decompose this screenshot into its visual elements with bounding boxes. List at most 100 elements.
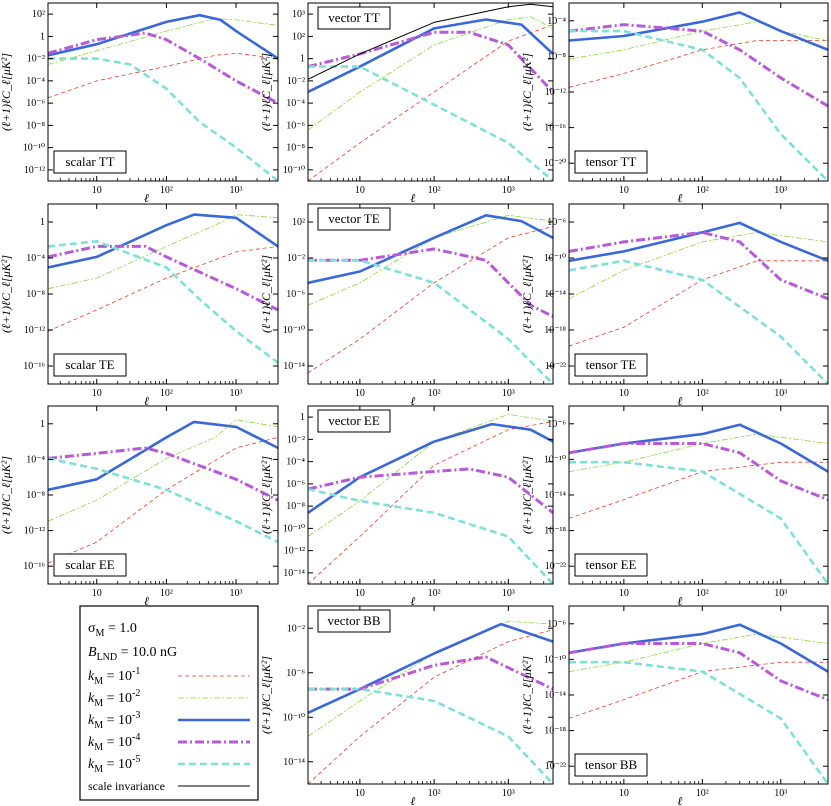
series-group — [308, 621, 553, 784]
series-group — [569, 221, 828, 384]
y-axis-label: (ℓ+1)ℓC_ℓ[μK²] — [259, 656, 273, 734]
panel-vector-te: 10 10² 10³ ℓ 10² 10⁻² 10⁻⁶ 10⁻¹⁰ 10⁻¹⁴ (ℓ+1)ℓC_ℓ[… — [259, 203, 554, 408]
legend-entry-label: kM = 10-2 — [88, 688, 140, 709]
series-line-k1 — [569, 661, 828, 719]
panel-vector-ee: 10 10² 10³ ℓ 1 10⁻² 10⁻⁴ 10⁻⁶ 10⁻⁸ 10⁻¹⁰ 10⁻¹² 10⁻¹… — [259, 405, 554, 608]
series-line-k3 — [569, 221, 828, 263]
panel-title: vector BB — [327, 613, 380, 628]
x-axis-label: ℓ — [677, 394, 682, 408]
y-tick-label: 10⁻⁶ — [26, 98, 45, 109]
x-tick-label: 10³ — [502, 588, 515, 599]
x-tick-label: 10 — [619, 185, 629, 196]
panel-title-box — [53, 353, 127, 377]
x-axis-label: ℓ — [677, 794, 682, 806]
series-line-k4 — [308, 655, 553, 691]
series-line-k2 — [48, 214, 278, 290]
panel-vector-bb: 10 10² 10³ ℓ 10⁻² 10⁻⁶ 10⁻¹⁰ 10⁻¹⁴ (ℓ+1)ℓC_ℓ[μK²… — [259, 605, 554, 806]
series-line-k2 — [569, 633, 828, 672]
y-tick-label: 10⁻⁸ — [547, 51, 566, 62]
series-line-k5 — [569, 259, 828, 384]
series-line-k5 — [569, 29, 828, 181]
y-tick-label: 1 — [40, 419, 45, 430]
panel-title-box — [317, 609, 391, 633]
panel-title: tensor EE — [586, 557, 637, 572]
y-tick-label: 10⁻¹⁴ — [544, 289, 566, 300]
x-tick-label: 10³ — [230, 588, 243, 599]
x-tick-label: 10 — [92, 588, 102, 599]
legend-b-symbol: B — [88, 645, 97, 660]
y-axis-label: (ℓ+1)ℓC_ℓ[μK²] — [520, 255, 534, 333]
y-axis-label: (ℓ+1)ℓC_ℓ[μK²] — [520, 53, 534, 131]
series-group — [308, 214, 553, 384]
series-line-k4 — [48, 31, 278, 105]
y-tick-label: 10⁻¹⁴ — [544, 690, 566, 701]
y-tick-label: 1 — [300, 54, 305, 65]
legend-entries: kM = 10-1kM = 10-2kM = 10-3kM = 10-4kM =… — [88, 666, 250, 775]
plot-frame — [307, 203, 554, 385]
x-axis-label: ℓ — [144, 191, 149, 205]
legend-entry-label: kM = 10-5 — [88, 754, 140, 775]
panel-title: tensor TE — [586, 357, 637, 372]
series-line-k4 — [48, 244, 278, 312]
series-line-k1 — [308, 629, 553, 784]
y-tick-label: 1 — [40, 31, 45, 42]
series-line-k3 — [308, 422, 553, 514]
y-tick-label: 10⁻⁴ — [26, 253, 45, 264]
y-tick-label: 10⁻¹⁴ — [283, 568, 305, 579]
y-axis-label: (ℓ+1)ℓC_ℓ[μK²] — [259, 255, 273, 333]
y-tick-label: 10⁻⁸ — [286, 143, 305, 154]
series-line-k2 — [569, 433, 828, 472]
panel-scalar-ee: 10 10² 10³ ℓ 1 10⁻⁴ 10⁻⁸ 10⁻¹² 10⁻¹⁶ (ℓ+1)ℓC_ℓ[μK… — [0, 405, 279, 608]
panel-title-box — [317, 6, 391, 30]
y-tick-label: 10⁻² — [27, 54, 45, 65]
series-line-k1 — [308, 226, 553, 374]
series-line-k3 — [308, 18, 553, 94]
x-axis-label: ℓ — [677, 191, 682, 205]
x-axis-label: ℓ — [144, 594, 149, 608]
x-tick-label: 10² — [428, 788, 441, 799]
x-tick-label: 10² — [696, 388, 709, 399]
y-tick-label: 10⁻¹² — [545, 87, 566, 98]
x-tick-label: 10² — [428, 388, 441, 399]
series-line-k5 — [569, 460, 828, 584]
y-tick-label: 10⁻⁴ — [26, 454, 45, 465]
y-tick-label: 10⁻⁸ — [286, 501, 305, 512]
x-tick-label: 10 — [355, 588, 365, 599]
y-tick-label: 10⁻¹⁰ — [283, 325, 305, 336]
series-line-k3 — [48, 13, 278, 60]
series-line-k3 — [48, 420, 278, 492]
series-line-k5 — [48, 240, 278, 364]
legend: σM = 1.0 BLND = 10.0 nG kM = 10-1kM = 10… — [79, 605, 259, 801]
y-tick-label: 1 — [40, 217, 45, 228]
y-tick-label: 10⁻¹⁰ — [283, 523, 305, 534]
panel-scalar-tt: 10 10² 10³ ℓ 10² 1 10⁻² 10⁻⁴ 10⁻⁶ 10⁻⁸ 10⁻¹⁰ 10⁻¹² (… — [0, 2, 279, 205]
series-line-k5 — [308, 65, 553, 181]
legend-entry-label: kM = 10-1 — [88, 666, 140, 687]
y-tick-label: 10⁻²² — [545, 761, 566, 772]
series-line-k5 — [48, 457, 278, 544]
series-group — [569, 11, 828, 181]
x-axis-label: ℓ — [677, 594, 682, 608]
y-tick-label: 10⁻⁶ — [286, 668, 305, 679]
series-line-k2 — [569, 232, 828, 300]
panel-title: scalar TT — [65, 154, 114, 169]
series-group — [48, 213, 278, 364]
y-axis-label: (ℓ+1)ℓC_ℓ[μK²] — [0, 53, 13, 131]
y-tick-label: 10⁻¹⁸ — [544, 526, 566, 537]
panel-title: vector TT — [328, 10, 379, 25]
series-line-k2 — [308, 413, 553, 537]
panel-title-box — [574, 353, 648, 377]
x-tick-label: 10³ — [502, 185, 515, 196]
series-line-k1 — [569, 40, 828, 88]
panel-title-box — [574, 150, 648, 174]
y-tick-label: 10⁻¹² — [24, 325, 45, 336]
x-tick-label: 10³ — [502, 788, 515, 799]
x-tick-label: 10 — [92, 185, 102, 196]
series-line-k5 — [569, 660, 828, 784]
y-tick-label: 10⁻¹⁰ — [283, 712, 305, 723]
y-tick-label: 10⁻¹² — [24, 165, 45, 176]
x-tick-label: 10² — [696, 788, 709, 799]
x-tick-label: 10³ — [230, 388, 243, 399]
legend-entry-label: kM = 10-3 — [88, 710, 140, 731]
x-axis-label: ℓ — [410, 794, 415, 806]
